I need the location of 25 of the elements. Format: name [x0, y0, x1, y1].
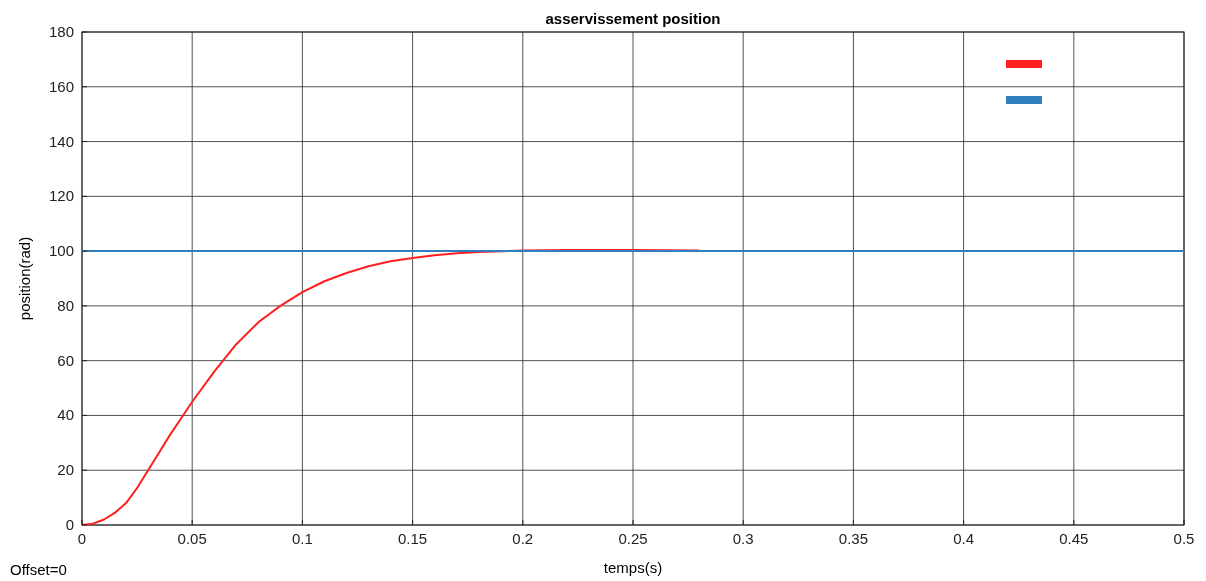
- y-tick-label: 60: [57, 351, 74, 369]
- y-tick-label: 160: [48, 77, 74, 95]
- x-axis-title: temps(s): [603, 559, 663, 576]
- y-tick-label: 120: [48, 187, 74, 205]
- x-tick-label: 0.1: [291, 530, 313, 547]
- y-tick-label: 20: [57, 461, 74, 479]
- x-tick-label: 0.45: [1059, 530, 1089, 547]
- x-tick-label: 0: [77, 530, 87, 547]
- x-tick-label: 0.25: [618, 530, 648, 547]
- x-tick-label: 0.4: [953, 530, 975, 547]
- y-tick-label: 180: [48, 23, 74, 40]
- y-tick-label: 100: [48, 242, 74, 260]
- y-tick-label: 40: [57, 406, 74, 424]
- y-axis-title: position(rad): [16, 236, 33, 321]
- y-tick-label: 0: [65, 516, 74, 533]
- text: Offset=0: [10, 561, 67, 578]
- x-tick-label: 0.5: [1173, 530, 1195, 547]
- x-tick-label: 0.2: [512, 530, 534, 547]
- x-tick-label: 0.05: [177, 530, 207, 547]
- x-tick-label: 0.15: [398, 530, 428, 547]
- chart-title: asservissement position: [545, 10, 721, 27]
- x-tick-label: 0.35: [838, 530, 868, 547]
- y-tick-label: 140: [48, 132, 74, 150]
- x-tick-label: 0.3: [732, 530, 754, 547]
- y-tick-label: 80: [57, 296, 74, 314]
